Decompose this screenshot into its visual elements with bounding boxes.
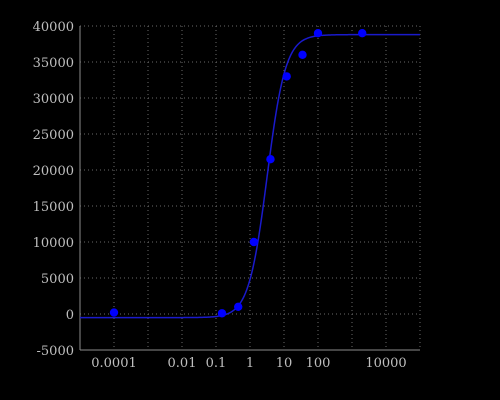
x-tick-label: 1 bbox=[246, 356, 254, 371]
data-point bbox=[109, 308, 119, 317]
y-tick-label: 40000 bbox=[33, 20, 74, 35]
y-tick-labels: -5000 0 5000 10000 15000 20000 25000 30000 35000… bbox=[33, 20, 74, 359]
x-grid bbox=[113, 26, 421, 350]
data-point bbox=[217, 309, 227, 318]
axes bbox=[79, 26, 420, 351]
y-tick-label: 20000 bbox=[33, 164, 74, 179]
data-point bbox=[249, 237, 259, 247]
data-points bbox=[109, 29, 367, 318]
x-tick-label: 0.01 bbox=[168, 356, 197, 371]
y-tick-label: 0 bbox=[66, 308, 74, 323]
y-tick-label: 30000 bbox=[33, 92, 74, 107]
fit-curve-layer bbox=[80, 33, 420, 319]
x-tick-label: 10 bbox=[276, 356, 293, 371]
y-tick-label: 35000 bbox=[33, 56, 74, 71]
fit-curve bbox=[80, 33, 420, 319]
data-point bbox=[358, 29, 367, 38]
y-tick-label: 5000 bbox=[41, 272, 74, 287]
x-tick-label: 100 bbox=[306, 356, 331, 371]
data-point bbox=[266, 155, 275, 164]
y-tick-label: 25000 bbox=[33, 128, 74, 143]
data-point bbox=[298, 50, 307, 59]
x-tick-label: 0.0001 bbox=[91, 356, 137, 371]
y-tick-label: -5000 bbox=[37, 344, 74, 359]
x-tick-label: 0.1 bbox=[206, 356, 227, 371]
data-point bbox=[234, 302, 243, 311]
x-tick-labels: 0.0001 0.01 0.1 1 10 100 10000 bbox=[91, 356, 406, 371]
data-point bbox=[282, 72, 291, 81]
y-tick-label: 10000 bbox=[33, 236, 74, 251]
x-tick-label: 10000 bbox=[365, 356, 406, 371]
data-point bbox=[313, 29, 323, 38]
y-tick-label: 15000 bbox=[33, 200, 74, 215]
